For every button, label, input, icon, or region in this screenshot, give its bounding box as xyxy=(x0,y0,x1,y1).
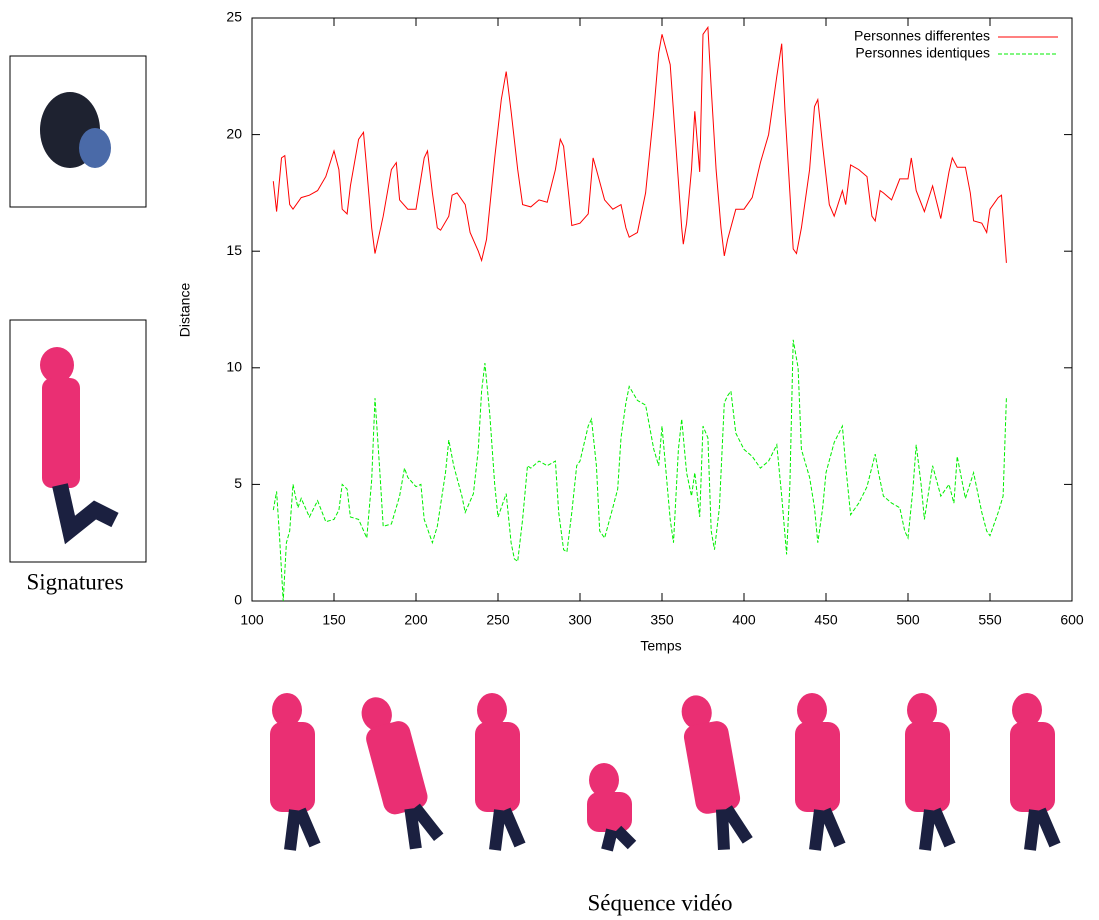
sequence-person xyxy=(795,693,846,851)
caption: Séquence vidéo xyxy=(588,890,733,915)
sequence-person xyxy=(1010,693,1061,851)
person-body xyxy=(905,722,950,812)
person-head xyxy=(40,347,74,383)
person-body xyxy=(475,722,520,812)
sequence-person xyxy=(905,693,956,851)
person-legs xyxy=(1024,807,1061,851)
x-tick-label: 250 xyxy=(486,612,510,628)
person-head xyxy=(681,695,712,730)
y-tick-label: 15 xyxy=(226,242,242,258)
x-tick-label: 600 xyxy=(1060,612,1084,628)
x-tick-label: 450 xyxy=(814,612,838,628)
x-tick-label: 500 xyxy=(896,612,920,628)
y-axis-label: Distance xyxy=(177,283,193,338)
y-tick-label: 25 xyxy=(226,9,242,25)
person-head xyxy=(907,693,937,727)
person-legs xyxy=(284,807,321,851)
person-legs xyxy=(715,805,753,850)
x-tick-label: 150 xyxy=(322,612,346,628)
person-body xyxy=(366,721,428,815)
person-legs xyxy=(919,807,956,851)
person-body xyxy=(587,792,632,832)
x-tick-label: 100 xyxy=(240,612,264,628)
sequence-person xyxy=(587,763,637,852)
x-tick-label: 400 xyxy=(732,612,756,628)
person-legs xyxy=(489,807,526,851)
person-head xyxy=(272,693,302,727)
person-head xyxy=(1012,693,1042,727)
person-head xyxy=(589,763,619,797)
plot-frame xyxy=(251,17,1073,602)
person-body xyxy=(795,722,840,812)
caption: Signatures xyxy=(26,569,123,594)
legend-label: Personnes differentes xyxy=(854,28,990,44)
person-body xyxy=(1010,722,1055,812)
person-body xyxy=(683,721,741,814)
series-line xyxy=(272,25,1007,263)
sequence-person xyxy=(475,693,526,851)
y-tick-label: 10 xyxy=(226,359,242,375)
person-legs xyxy=(809,807,846,851)
y-tick-label: 0 xyxy=(234,592,242,608)
y-tick-label: 20 xyxy=(226,125,242,141)
y-tick-label: 5 xyxy=(234,475,242,491)
x-axis-label: Temps xyxy=(640,638,681,654)
sequence-person xyxy=(681,695,753,850)
x-tick-label: 550 xyxy=(978,612,1002,628)
legend-label: Personnes identiques xyxy=(855,45,990,61)
person-head xyxy=(797,693,827,727)
sequence-images xyxy=(270,693,1061,852)
person-head xyxy=(477,693,507,727)
person-legs xyxy=(404,803,444,850)
person-body xyxy=(270,722,315,812)
x-tick-label: 200 xyxy=(404,612,428,628)
person-body xyxy=(42,378,80,488)
series-line xyxy=(272,339,1007,602)
person-head xyxy=(361,697,392,731)
person-legs xyxy=(601,825,637,852)
signature-images xyxy=(9,55,147,563)
person-dark-legs xyxy=(79,128,111,168)
x-tick-label: 300 xyxy=(568,612,592,628)
sequence-person xyxy=(361,697,444,850)
person-legs xyxy=(52,483,119,545)
sequence-person xyxy=(270,693,321,851)
x-tick-label: 350 xyxy=(650,612,674,628)
